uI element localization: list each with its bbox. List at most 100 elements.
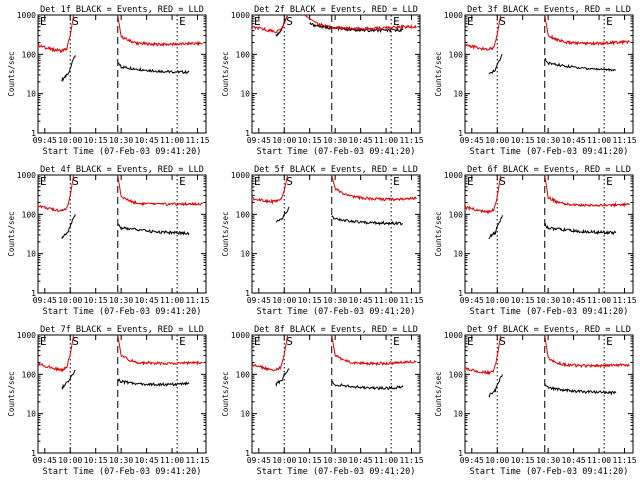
- x-tick-label: 11:00: [374, 456, 398, 465]
- panel-det-2f: Det 2f BLACK = Events, RED = LLD 1 10 100 10…: [221, 5, 424, 157]
- x-tick-label: 10:30: [109, 136, 133, 145]
- panel-det-5f: Det 5f BLACK = Events, RED = LLD 1 10 100 10…: [221, 165, 424, 317]
- lld-series-line: [37, 14, 75, 54]
- lld-series-line: [331, 174, 417, 202]
- x-tick-label: 11:00: [160, 456, 184, 465]
- lld-series-line: [117, 14, 203, 47]
- x-tick-label: 11:15: [612, 296, 636, 305]
- y-tick-label: 1: [245, 289, 250, 298]
- y-tick-label: 1000: [444, 11, 463, 20]
- y-axis-label: Counts/sec: [434, 211, 443, 256]
- lld-series-line: [331, 334, 417, 366]
- y-axis-label: Counts/sec: [434, 371, 443, 416]
- x-axis-label: Start Time (07-Feb-03 09:41:20): [257, 467, 416, 477]
- plot-frame: [251, 14, 421, 134]
- lld-series-line: [464, 14, 502, 51]
- y-tick-label: 100: [236, 370, 251, 379]
- x-tick-label: 10:30: [536, 456, 560, 465]
- lld-series-line: [251, 334, 289, 372]
- x-tick-label: 11:00: [587, 136, 611, 145]
- panel-det-1f: Det 1f BLACK = Events, RED = LLD 1 10 100 10…: [7, 5, 210, 157]
- events-series-line: [275, 206, 290, 223]
- events-series-line: [117, 223, 190, 236]
- panel-title: Det 2f BLACK = Events, RED = LLD: [254, 5, 418, 15]
- x-tick-label: 09:45: [460, 296, 484, 305]
- lld-series-line: [464, 334, 502, 376]
- x-tick-label: 10:30: [536, 296, 560, 305]
- x-tick-label: 10:00: [272, 456, 296, 465]
- marker-label: S: [499, 15, 506, 28]
- panel-title: Det 1f BLACK = Events, RED = LLD: [40, 5, 204, 15]
- x-tick-label: 10:00: [485, 136, 509, 145]
- x-tick-label: 10:15: [298, 296, 322, 305]
- x-tick-label: 11:15: [399, 136, 423, 145]
- events-series-line: [117, 61, 190, 75]
- y-tick-label: 10: [26, 250, 36, 259]
- x-tick-label: 11:15: [399, 456, 423, 465]
- lld-series-line: [37, 334, 75, 373]
- y-tick-label: 1: [458, 449, 463, 458]
- events-series-line: [275, 368, 290, 388]
- y-tick-label: 10: [453, 90, 463, 99]
- marker-label: E: [606, 335, 613, 348]
- x-tick-label: 11:00: [160, 296, 184, 305]
- marker-label: S: [72, 175, 79, 188]
- y-tick-label: 100: [449, 370, 464, 379]
- y-tick-label: 1: [245, 449, 250, 458]
- marker-label: E: [40, 335, 47, 348]
- panel-title: Det 3f BLACK = Events, RED = LLD: [467, 5, 631, 15]
- lld-series-line: [37, 174, 75, 213]
- x-tick-label: 11:00: [587, 296, 611, 305]
- y-tick-label: 10: [453, 410, 463, 419]
- x-tick-label: 10:45: [135, 136, 159, 145]
- y-tick-label: 1000: [17, 11, 36, 20]
- x-tick-label: 10:00: [272, 296, 296, 305]
- panel-title: Det 8f BLACK = Events, RED = LLD: [254, 325, 418, 335]
- y-tick-label: 1: [31, 289, 36, 298]
- marker-label: E: [254, 175, 261, 188]
- events-series-line: [544, 222, 617, 236]
- y-tick-label: 1000: [231, 331, 250, 340]
- x-tick-label: 11:15: [399, 296, 423, 305]
- panel-title: Det 5f BLACK = Events, RED = LLD: [254, 165, 418, 175]
- y-axis-label: Counts/sec: [221, 211, 230, 256]
- x-tick-label: 10:30: [536, 136, 560, 145]
- marker-label: E: [393, 15, 400, 28]
- marker-label: E: [40, 175, 47, 188]
- marker-label: E: [254, 335, 261, 348]
- panel-title: Det 6f BLACK = Events, RED = LLD: [467, 165, 631, 175]
- lld-series-line: [544, 174, 630, 208]
- x-axis-label: Start Time (07-Feb-03 09:41:20): [470, 307, 629, 317]
- x-tick-label: 10:30: [323, 296, 347, 305]
- y-tick-label: 1000: [231, 11, 250, 20]
- x-tick-label: 10:45: [349, 136, 373, 145]
- x-axis-label: Start Time (07-Feb-03 09:41:20): [257, 307, 416, 317]
- marker-label: S: [499, 335, 506, 348]
- x-tick-label: 10:15: [511, 136, 535, 145]
- x-axis-label: Start Time (07-Feb-03 09:41:20): [470, 147, 629, 157]
- y-tick-label: 10: [240, 90, 250, 99]
- x-tick-label: 11:15: [612, 456, 636, 465]
- y-tick-label: 1: [31, 129, 36, 138]
- lld-series-line: [544, 14, 630, 46]
- events-series-line: [61, 369, 76, 391]
- x-tick-label: 10:15: [511, 456, 535, 465]
- x-tick-label: 10:30: [323, 136, 347, 145]
- lld-series-line: [251, 174, 289, 205]
- x-tick-label: 09:45: [247, 456, 271, 465]
- x-tick-label: 10:45: [349, 296, 373, 305]
- x-tick-label: 10:00: [58, 456, 82, 465]
- events-series-line: [331, 380, 404, 390]
- y-tick-label: 100: [22, 50, 37, 59]
- plot-frame: [464, 334, 634, 454]
- panel-det-7f: Det 7f BLACK = Events, RED = LLD 1 10 100 10…: [7, 325, 210, 477]
- plot-frame: [37, 14, 207, 134]
- x-tick-label: 11:15: [185, 296, 209, 305]
- x-tick-label: 10:15: [511, 296, 535, 305]
- y-tick-label: 1000: [17, 171, 36, 180]
- lld-series-line: [117, 334, 203, 366]
- lld-series-line: [464, 174, 502, 215]
- events-series-line: [488, 374, 503, 398]
- panel-det-4f: Det 4f BLACK = Events, RED = LLD 1 10 100 10…: [7, 165, 210, 317]
- y-tick-label: 1000: [444, 331, 463, 340]
